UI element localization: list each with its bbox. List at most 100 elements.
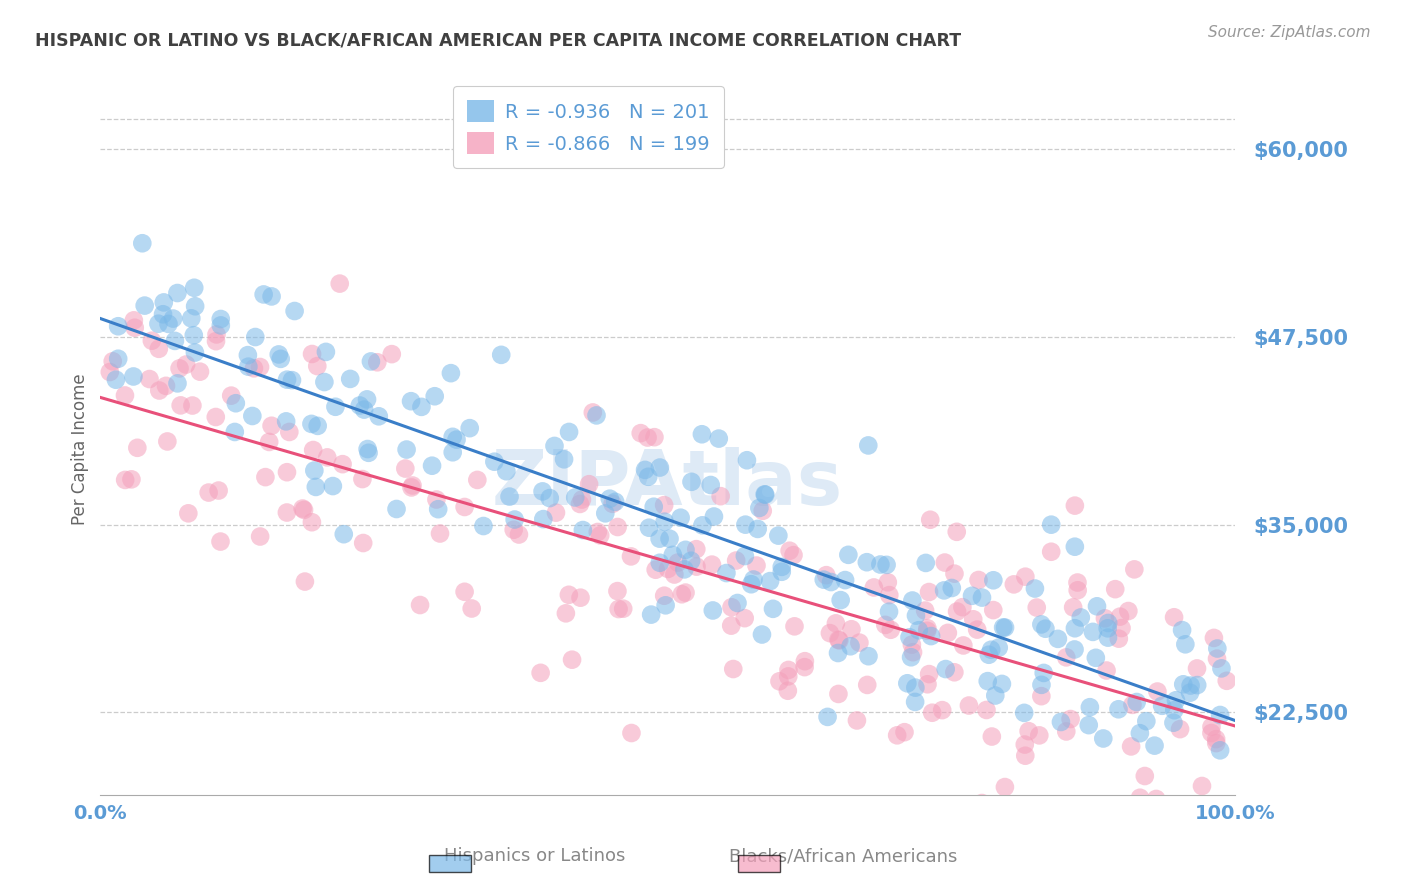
- Point: [184, 299, 207, 313]
- Point: [754, 488, 776, 502]
- Point: [322, 479, 344, 493]
- Point: [163, 334, 186, 348]
- Point: [917, 621, 939, 635]
- Point: [759, 574, 782, 588]
- Point: [934, 556, 956, 570]
- Point: [723, 662, 745, 676]
- Point: [174, 358, 197, 372]
- Point: [333, 527, 356, 541]
- Point: [224, 425, 246, 439]
- Point: [558, 425, 581, 439]
- Point: [1135, 714, 1157, 729]
- Point: [209, 318, 232, 333]
- Point: [1070, 610, 1092, 624]
- Point: [754, 487, 776, 501]
- Point: [1133, 769, 1156, 783]
- Point: [1178, 686, 1201, 700]
- Point: [877, 605, 900, 619]
- Point: [606, 584, 628, 599]
- Point: [564, 491, 586, 505]
- Point: [423, 389, 446, 403]
- Point: [1077, 718, 1099, 732]
- Point: [420, 458, 443, 473]
- Point: [152, 295, 174, 310]
- Point: [1063, 499, 1085, 513]
- Point: [401, 478, 423, 492]
- Point: [1185, 661, 1208, 675]
- Point: [339, 372, 361, 386]
- Point: [495, 464, 517, 478]
- Point: [538, 491, 561, 505]
- Point: [122, 369, 145, 384]
- Point: [782, 548, 804, 562]
- Point: [1059, 712, 1081, 726]
- Point: [768, 528, 790, 542]
- Point: [1201, 726, 1223, 740]
- Point: [896, 676, 918, 690]
- Point: [401, 480, 423, 494]
- Point: [114, 473, 136, 487]
- Point: [886, 728, 908, 742]
- Point: [569, 591, 592, 605]
- Point: [648, 460, 671, 475]
- Point: [644, 563, 666, 577]
- Point: [367, 409, 389, 424]
- Point: [915, 624, 938, 638]
- Point: [188, 365, 211, 379]
- Point: [572, 523, 595, 537]
- Point: [1054, 724, 1077, 739]
- Point: [943, 566, 966, 581]
- Point: [751, 627, 773, 641]
- Point: [1198, 803, 1220, 817]
- Point: [352, 472, 374, 486]
- Point: [291, 501, 314, 516]
- Point: [638, 521, 661, 535]
- Point: [1066, 575, 1088, 590]
- Point: [900, 650, 922, 665]
- Point: [1084, 650, 1107, 665]
- Point: [935, 662, 957, 676]
- Point: [654, 599, 676, 613]
- Point: [869, 558, 891, 572]
- Point: [783, 619, 806, 633]
- Point: [690, 427, 713, 442]
- Point: [484, 455, 506, 469]
- Point: [710, 489, 733, 503]
- Point: [530, 665, 553, 680]
- Point: [385, 502, 408, 516]
- Point: [1205, 732, 1227, 747]
- Point: [675, 585, 697, 599]
- Point: [307, 418, 329, 433]
- Point: [720, 618, 742, 632]
- Point: [453, 500, 475, 514]
- Point: [184, 345, 207, 359]
- Point: [904, 608, 927, 623]
- Point: [977, 648, 1000, 662]
- Point: [107, 351, 129, 366]
- Point: [880, 623, 903, 637]
- Point: [429, 526, 451, 541]
- Point: [1146, 684, 1168, 698]
- Point: [260, 418, 283, 433]
- Point: [292, 503, 315, 517]
- Point: [1063, 642, 1085, 657]
- Text: ZIPAtlas: ZIPAtlas: [492, 447, 844, 521]
- Point: [131, 236, 153, 251]
- Point: [544, 506, 567, 520]
- Point: [932, 583, 955, 598]
- Point: [830, 593, 852, 607]
- Point: [970, 591, 993, 605]
- Point: [441, 430, 464, 444]
- Point: [981, 603, 1004, 617]
- Point: [1064, 621, 1087, 635]
- Point: [1211, 661, 1233, 675]
- Point: [411, 400, 433, 414]
- Point: [1024, 582, 1046, 596]
- Point: [707, 432, 730, 446]
- Point: [446, 433, 468, 447]
- Point: [472, 519, 495, 533]
- Point: [225, 396, 247, 410]
- Point: [599, 491, 621, 506]
- Point: [980, 642, 1002, 657]
- Point: [558, 588, 581, 602]
